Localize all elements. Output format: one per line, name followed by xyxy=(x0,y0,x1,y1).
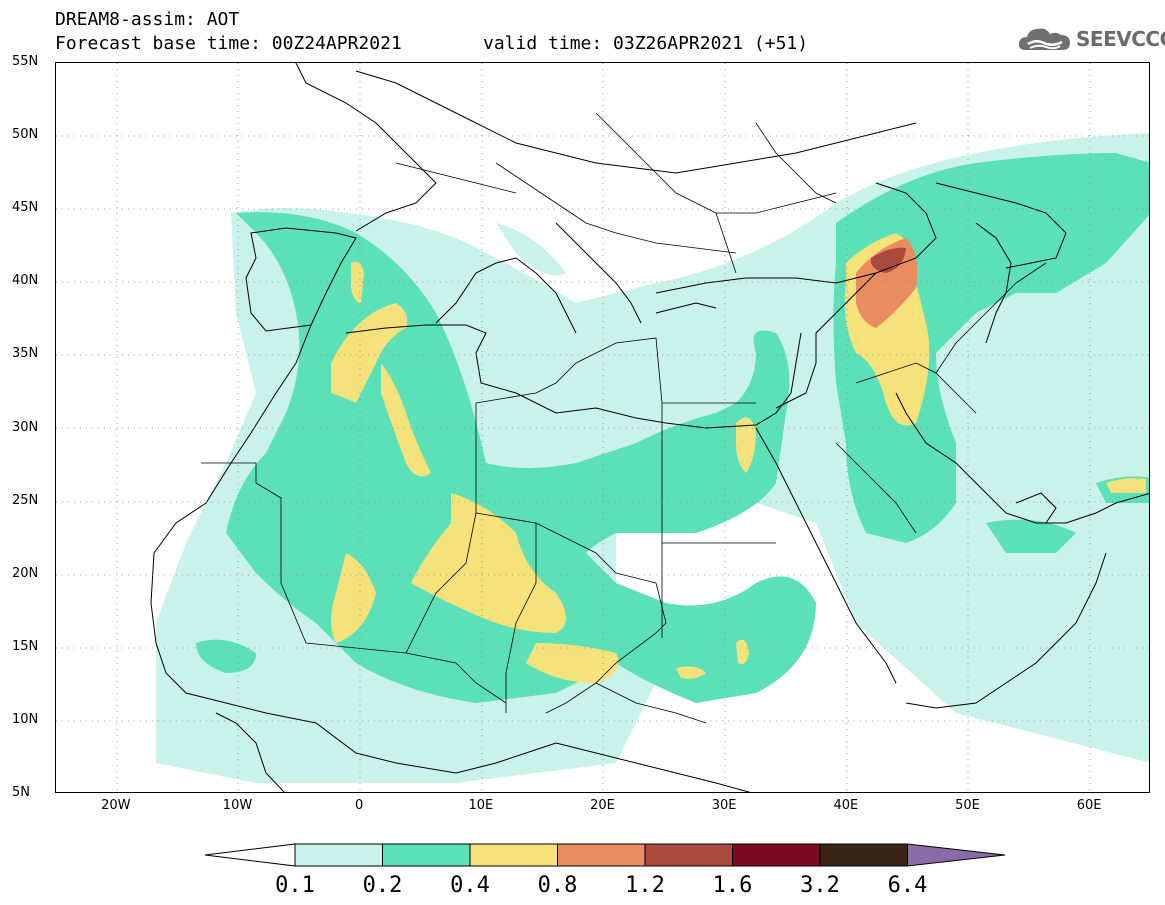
legend-label: 0.2 xyxy=(362,873,403,898)
lon-label: 50E xyxy=(955,798,980,813)
lon-label: 20W xyxy=(101,798,131,813)
legend-swatch xyxy=(469,843,558,867)
lat-label: 50N xyxy=(12,127,39,143)
lon-label: 20E xyxy=(590,798,615,813)
legend-low-arrow xyxy=(205,843,296,867)
legend-high-arrow xyxy=(907,843,1005,867)
legend-label: 0.1 xyxy=(275,873,315,898)
lon-label: 60E xyxy=(1076,798,1102,813)
color-legend-bar xyxy=(205,843,1005,867)
legend-label: 0.8 xyxy=(537,873,578,898)
legend-label: 6.4 xyxy=(887,873,928,898)
valid-time: valid time: 03Z26APR2021 (+51) xyxy=(483,33,809,54)
lat-label: 5N xyxy=(12,785,30,800)
legend-swatch xyxy=(557,843,646,867)
legend-label: 1.2 xyxy=(625,873,665,898)
grid-lines xyxy=(56,63,1149,792)
coastlines xyxy=(150,63,1149,792)
forecast-base-time: Forecast base time: 00Z24APR2021 xyxy=(55,33,402,54)
lon-label: 40E xyxy=(833,798,859,813)
lat-label: 25N xyxy=(12,492,39,508)
legend-swatch xyxy=(732,843,821,867)
lat-label: 45N xyxy=(12,200,39,216)
lat-label: 30N xyxy=(12,419,39,435)
legend-swatch xyxy=(294,843,383,867)
aot-shading-1.2 xyxy=(871,247,906,273)
lat-label: 40N xyxy=(12,273,39,289)
lon-label: 0 xyxy=(355,798,364,813)
lon-label: 10E xyxy=(468,798,494,813)
lat-label: 10N xyxy=(12,711,39,727)
legend-swatch xyxy=(644,843,733,867)
legend-label: 3.2 xyxy=(800,873,840,898)
aot-map xyxy=(55,62,1150,793)
seevccc-logo: SEEVCCC xyxy=(1016,24,1165,56)
country-borders xyxy=(201,112,1047,724)
logo-text: SEEVCCC xyxy=(1076,27,1165,51)
lat-label: 20N xyxy=(12,565,39,581)
map-canvas xyxy=(56,63,1149,792)
lat-label: 55N xyxy=(12,54,39,69)
lon-label: 10W xyxy=(222,798,253,813)
lat-label: 35N xyxy=(12,346,39,362)
legend-swatch xyxy=(382,843,471,867)
legend-swatch xyxy=(819,843,908,867)
legend-label: 0.4 xyxy=(450,873,490,898)
lat-label: 15N xyxy=(12,638,39,654)
lon-label: 30E xyxy=(711,798,737,813)
cloud-icon xyxy=(1018,28,1070,50)
map-title: DREAM8-assim: AOT xyxy=(55,9,240,30)
legend-label: 1.6 xyxy=(712,873,753,898)
